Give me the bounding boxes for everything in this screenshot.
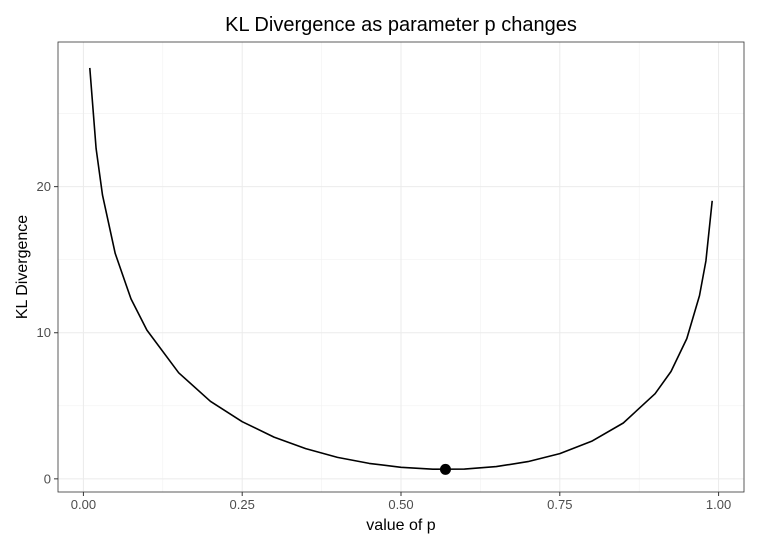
chart-title: KL Divergence as parameter p changes (225, 14, 577, 36)
x-tick-label: 0.50 (388, 497, 413, 512)
y-tick-label: 20 (37, 179, 51, 194)
minimum-point-marker (439, 463, 451, 475)
x-tick-label: 0.25 (230, 497, 255, 512)
x-axis-title: value of p (366, 517, 435, 534)
gridlines (58, 42, 744, 492)
x-tick-label: 0.00 (71, 497, 96, 512)
y-tick-label: 10 (37, 325, 51, 340)
series-layer (89, 67, 713, 475)
y-axis-title: KL Divergence (14, 215, 31, 319)
x-tick-label: 0.75 (547, 497, 572, 512)
axes: 0.00 0.25 0.50 0.75 1.00 0 10 20 (37, 179, 732, 512)
x-tick-label: 1.00 (706, 497, 731, 512)
y-tick-label: 0 (44, 471, 51, 486)
kl-divergence-line (89, 67, 713, 470)
